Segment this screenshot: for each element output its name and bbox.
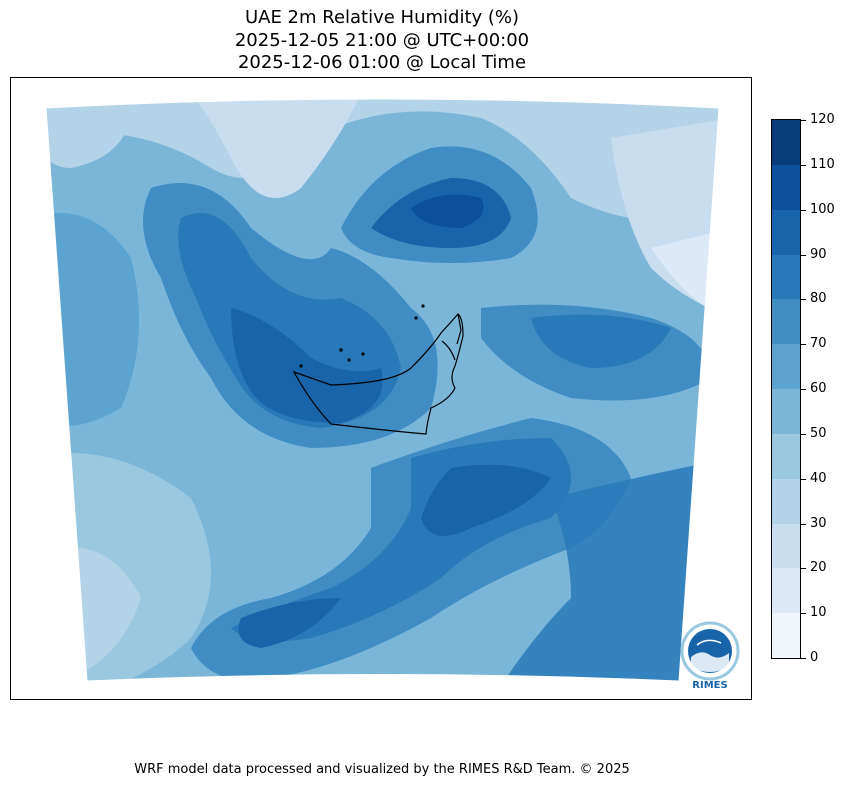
colorbar-segment <box>772 119 800 165</box>
colorbar-tick <box>801 613 806 615</box>
humidity-contours <box>46 99 719 681</box>
map-frame: RIMES <box>10 77 752 700</box>
colorbar-segment <box>772 343 800 389</box>
colorbar-tick <box>801 523 806 525</box>
colorbar-tick-label: 30 <box>810 515 827 531</box>
colorbar-tick-label: 20 <box>810 560 827 576</box>
colorbar-segment <box>772 388 800 434</box>
map-title-line-3: 2025-12-06 01:00 @ Local Time <box>237 52 527 73</box>
colorbar-tick-label: 110 <box>810 156 835 172</box>
footer-credit: WRF model data processed and visualized … <box>134 762 630 777</box>
colorbar-tick <box>801 568 806 570</box>
colorbar-segment <box>772 478 800 524</box>
colorbar-segment <box>772 433 800 479</box>
logo-text: RIMES <box>692 680 727 691</box>
map-title-line-2: 2025-12-05 21:00 @ UTC+00:00 <box>234 30 530 51</box>
colorbar-tick-label: 0 <box>810 650 819 665</box>
colorbar-tick-label: 100 <box>810 201 835 217</box>
colorbar-tick-label: 90 <box>810 246 827 262</box>
colorbar-segment <box>772 254 800 300</box>
colorbar-segment <box>772 612 800 658</box>
colorbar-tick-label: 10 <box>810 605 827 621</box>
colorbar-tick-label: 40 <box>810 470 827 486</box>
humidity-map <box>45 98 720 682</box>
colorbar-tick <box>801 299 806 301</box>
colorbar-segment <box>772 298 800 345</box>
map-title-line-1: UAE 2m Relative Humidity (%) <box>244 7 520 28</box>
colorbar-segment <box>772 164 800 210</box>
colorbar-tick <box>801 120 806 121</box>
colorbar-tick-label: 120 <box>810 112 835 127</box>
colorbar-tick <box>801 478 806 480</box>
colorbar-tick-label: 70 <box>810 336 827 352</box>
colorbar-tick-label: 80 <box>810 291 827 307</box>
rimes-logo: RIMES <box>680 621 740 691</box>
colorbar-tick-label: 50 <box>810 425 827 441</box>
colorbar-tick <box>801 389 806 390</box>
colorbar-tick <box>801 658 806 659</box>
colorbar-tick-label: 60 <box>810 381 827 396</box>
colorbar-segment <box>772 209 800 255</box>
colorbar-tick <box>801 344 806 346</box>
colorbar-tick <box>801 209 806 211</box>
colorbar-tick <box>801 433 806 435</box>
colorbar-segment <box>772 523 800 569</box>
colorbar-tick <box>801 164 806 166</box>
colorbar-segment <box>772 567 800 614</box>
uae-outline <box>292 304 464 435</box>
colorbar <box>771 119 801 659</box>
colorbar-tick <box>801 254 806 256</box>
